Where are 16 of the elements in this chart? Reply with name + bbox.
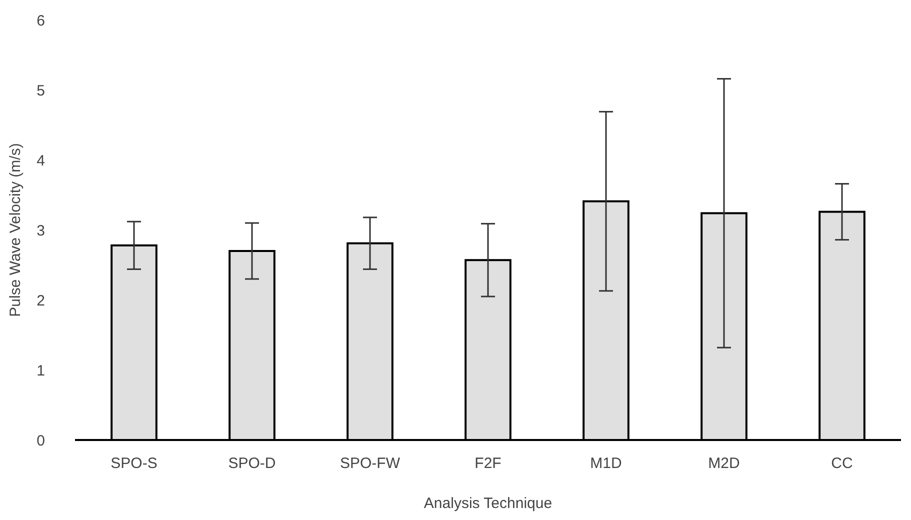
x-tick-label: M1D [590,455,622,472]
x-tick-label: CC [831,455,853,472]
y-axis-title: Pulse Wave Velocity (m/s) [7,143,24,317]
y-tick-label: 5 [36,82,45,100]
x-tick-label: SPO-D [228,455,276,472]
y-tick-label: 6 [36,12,45,30]
y-tick-label: 3 [36,222,45,240]
x-tick-label: M2D [708,455,740,472]
x-tick-label: SPO-S [110,455,158,472]
y-tick-label: 1 [36,362,45,380]
y-tick-label: 0 [36,432,45,450]
y-tick-label: 2 [36,292,45,310]
y-tick-label: 4 [36,152,45,170]
x-tick-label: F2F [474,455,502,472]
x-axis-title: Analysis Technique [424,495,552,512]
x-tick-label: SPO-FW [340,455,401,472]
